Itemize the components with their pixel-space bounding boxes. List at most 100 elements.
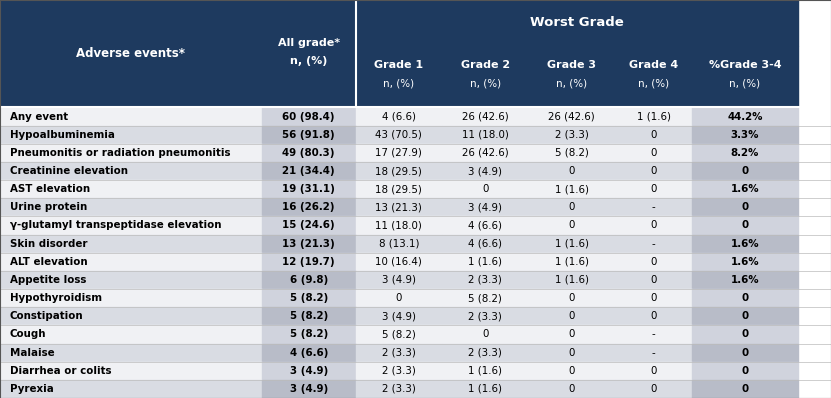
Bar bbox=[692, 126, 798, 144]
Bar bbox=[356, 198, 442, 217]
Bar bbox=[442, 362, 529, 380]
Text: 4 (6.6): 4 (6.6) bbox=[382, 111, 416, 121]
Text: 4 (6.6): 4 (6.6) bbox=[469, 239, 502, 249]
Text: 0: 0 bbox=[741, 384, 749, 394]
Bar bbox=[262, 307, 356, 326]
Bar bbox=[615, 362, 692, 380]
Text: Creatinine elevation: Creatinine elevation bbox=[10, 166, 128, 176]
Text: 0: 0 bbox=[741, 166, 749, 176]
Text: 8 (13.1): 8 (13.1) bbox=[379, 239, 419, 249]
Bar bbox=[615, 180, 692, 198]
Text: 0: 0 bbox=[568, 384, 575, 394]
Bar bbox=[529, 343, 615, 362]
Text: 3 (4.9): 3 (4.9) bbox=[289, 384, 328, 394]
Bar bbox=[442, 217, 529, 234]
Bar bbox=[262, 343, 356, 362]
Bar bbox=[356, 271, 442, 289]
Bar bbox=[0, 126, 262, 144]
Text: 1.6%: 1.6% bbox=[730, 239, 760, 249]
Bar bbox=[692, 46, 798, 107]
Text: 1 (1.6): 1 (1.6) bbox=[469, 366, 502, 376]
Bar bbox=[0, 253, 262, 271]
Bar bbox=[692, 326, 798, 343]
Bar bbox=[442, 289, 529, 307]
Bar bbox=[442, 162, 529, 180]
Bar bbox=[0, 343, 262, 362]
Bar bbox=[615, 162, 692, 180]
Text: 3 (4.9): 3 (4.9) bbox=[382, 311, 416, 321]
Text: 12 (19.7): 12 (19.7) bbox=[283, 257, 335, 267]
Text: 3 (4.9): 3 (4.9) bbox=[469, 166, 502, 176]
Text: 0: 0 bbox=[651, 366, 656, 376]
Text: 2 (3.3): 2 (3.3) bbox=[555, 130, 588, 140]
Text: n, (%): n, (%) bbox=[638, 79, 669, 89]
Bar bbox=[0, 107, 262, 126]
Bar bbox=[262, 107, 356, 126]
Text: 56 (91.8): 56 (91.8) bbox=[283, 130, 335, 140]
Text: Pyrexia: Pyrexia bbox=[10, 384, 54, 394]
Text: 18 (29.5): 18 (29.5) bbox=[376, 184, 422, 194]
Bar bbox=[529, 144, 615, 162]
Bar bbox=[529, 107, 615, 126]
Text: 0: 0 bbox=[741, 330, 749, 339]
Text: 0: 0 bbox=[568, 166, 575, 176]
Text: 2 (3.3): 2 (3.3) bbox=[382, 347, 416, 358]
Text: 0: 0 bbox=[651, 148, 656, 158]
Bar bbox=[0, 180, 262, 198]
Bar bbox=[615, 380, 692, 398]
Bar bbox=[356, 234, 442, 253]
Bar bbox=[262, 326, 356, 343]
Bar bbox=[262, 380, 356, 398]
Text: -: - bbox=[652, 239, 656, 249]
Bar bbox=[0, 307, 262, 326]
Text: 26 (42.6): 26 (42.6) bbox=[462, 111, 509, 121]
Bar bbox=[529, 217, 615, 234]
Bar bbox=[0, 198, 262, 217]
Text: 0: 0 bbox=[741, 347, 749, 358]
Text: 2 (3.3): 2 (3.3) bbox=[469, 311, 502, 321]
Bar bbox=[442, 326, 529, 343]
Bar bbox=[262, 271, 356, 289]
Text: n, (%): n, (%) bbox=[383, 79, 415, 89]
Text: Appetite loss: Appetite loss bbox=[10, 275, 86, 285]
Text: -: - bbox=[652, 330, 656, 339]
Text: 3 (4.9): 3 (4.9) bbox=[289, 366, 328, 376]
Text: 0: 0 bbox=[651, 130, 656, 140]
Bar bbox=[615, 46, 692, 107]
Bar bbox=[0, 217, 262, 234]
Text: 0: 0 bbox=[482, 330, 489, 339]
Text: %Grade 3-4: %Grade 3-4 bbox=[709, 60, 781, 70]
Bar bbox=[356, 343, 442, 362]
Bar bbox=[615, 307, 692, 326]
Text: 26 (42.6): 26 (42.6) bbox=[548, 111, 595, 121]
Bar bbox=[262, 289, 356, 307]
Text: 0: 0 bbox=[568, 347, 575, 358]
Bar bbox=[442, 307, 529, 326]
Bar bbox=[529, 253, 615, 271]
Text: 5 (8.2): 5 (8.2) bbox=[289, 293, 328, 303]
Text: Diarrhea or colits: Diarrhea or colits bbox=[10, 366, 111, 376]
Text: ALT elevation: ALT elevation bbox=[10, 257, 87, 267]
Bar bbox=[442, 144, 529, 162]
Text: 0: 0 bbox=[568, 330, 575, 339]
Bar bbox=[692, 180, 798, 198]
Text: n, (%): n, (%) bbox=[470, 79, 501, 89]
Bar bbox=[0, 0, 262, 107]
Text: 6 (9.8): 6 (9.8) bbox=[289, 275, 328, 285]
Bar bbox=[0, 362, 262, 380]
Text: n, (%): n, (%) bbox=[730, 79, 760, 89]
Bar bbox=[692, 198, 798, 217]
Text: 1 (1.6): 1 (1.6) bbox=[555, 239, 588, 249]
Text: 5 (8.2): 5 (8.2) bbox=[382, 330, 416, 339]
Bar bbox=[529, 126, 615, 144]
Text: Urine protein: Urine protein bbox=[10, 202, 87, 213]
Text: 2 (3.3): 2 (3.3) bbox=[382, 384, 416, 394]
Text: 0: 0 bbox=[651, 384, 656, 394]
Bar bbox=[692, 307, 798, 326]
Text: Hypothyroidism: Hypothyroidism bbox=[10, 293, 102, 303]
Text: 43 (70.5): 43 (70.5) bbox=[376, 130, 422, 140]
Bar bbox=[529, 234, 615, 253]
Bar bbox=[356, 362, 442, 380]
Bar bbox=[442, 107, 529, 126]
Text: 18 (29.5): 18 (29.5) bbox=[376, 166, 422, 176]
